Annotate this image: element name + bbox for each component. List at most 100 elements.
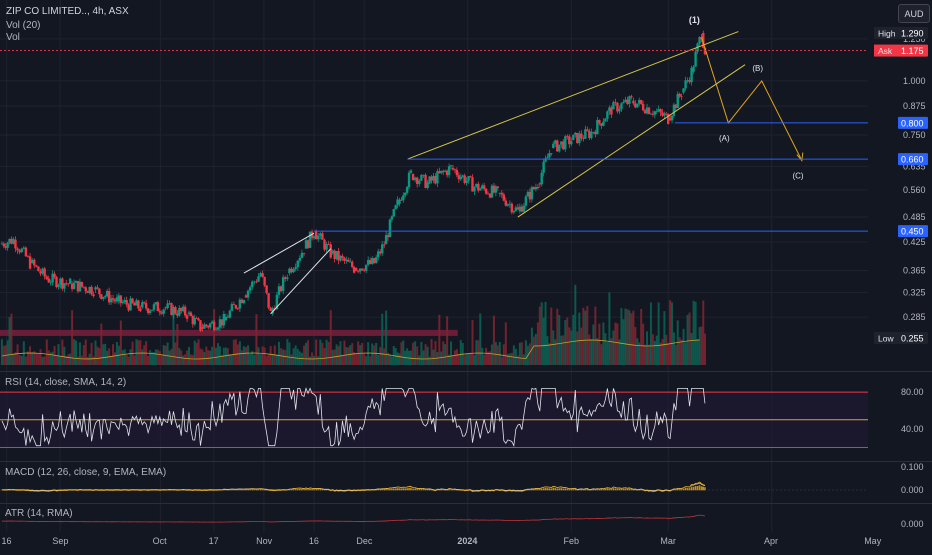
atr-legend[interactable]: ATR (14, RMA) bbox=[5, 508, 73, 519]
candle-body bbox=[120, 295, 122, 303]
volume-ma-legend[interactable]: Vol (20) bbox=[6, 20, 40, 31]
candle-body bbox=[391, 216, 393, 219]
candle-body bbox=[602, 122, 604, 126]
volume-bar bbox=[317, 356, 319, 365]
volume-bar bbox=[56, 355, 58, 365]
macd-histogram bbox=[552, 488, 554, 491]
candle-body bbox=[375, 257, 377, 263]
pane-separator[interactable] bbox=[0, 371, 932, 372]
candle-body bbox=[632, 101, 634, 104]
volume-bar bbox=[529, 343, 531, 365]
volume-bar bbox=[186, 351, 188, 365]
volume-bar bbox=[128, 357, 130, 365]
volume-bar bbox=[307, 340, 309, 365]
candle-body bbox=[365, 265, 367, 271]
macd-histogram bbox=[683, 489, 685, 491]
volume-bar bbox=[479, 313, 481, 365]
volume-bar bbox=[328, 342, 330, 365]
macd-histogram bbox=[416, 489, 418, 490]
volume-bar bbox=[422, 350, 424, 365]
macd-histogram bbox=[541, 489, 543, 491]
marker-value-label: 0.450 bbox=[901, 227, 924, 237]
candle-body bbox=[614, 102, 616, 103]
volume-bar bbox=[91, 343, 93, 365]
candle-body bbox=[297, 261, 299, 267]
candle-body bbox=[525, 197, 527, 206]
candle-body bbox=[48, 278, 50, 282]
volume-bar bbox=[586, 306, 588, 365]
macd-histogram bbox=[297, 489, 299, 490]
volume-bar bbox=[562, 335, 564, 365]
volume-bar bbox=[410, 351, 412, 365]
volume-bar bbox=[174, 343, 176, 365]
support-band bbox=[0, 330, 458, 336]
volume-bars bbox=[1, 285, 706, 365]
macd-histogram bbox=[301, 489, 303, 490]
candle-body bbox=[542, 162, 544, 173]
volume-bar bbox=[77, 357, 79, 365]
volume-bar bbox=[278, 342, 280, 365]
macd-histogram bbox=[254, 489, 256, 490]
candle-body bbox=[143, 302, 145, 303]
volume-bar bbox=[190, 354, 192, 365]
volume-bar bbox=[135, 339, 137, 365]
volume-bar bbox=[697, 339, 699, 365]
macd-histogram bbox=[547, 488, 549, 490]
volume-legend[interactable]: Vol bbox=[6, 32, 20, 43]
volume-bar bbox=[592, 325, 594, 365]
marker-value-label: 1.290 bbox=[901, 29, 924, 39]
volume-bar bbox=[578, 313, 580, 365]
candle-body bbox=[648, 108, 650, 114]
currency-button[interactable]: AUD bbox=[898, 4, 930, 23]
volume-bar bbox=[458, 354, 460, 365]
volume-bar bbox=[669, 300, 671, 365]
price-axis: 1.2501.0000.8750.7500.6350.5600.4850.425… bbox=[868, 0, 932, 550]
volume-bar bbox=[375, 343, 377, 365]
pane-separator[interactable] bbox=[0, 503, 932, 504]
candle-body bbox=[98, 289, 100, 295]
macd-legend[interactable]: MACD (12, 26, close, 9, EMA, EMA) bbox=[5, 467, 166, 478]
symbol-legend[interactable]: ZIP CO LIMITED.., 4h, ASX bbox=[6, 6, 129, 17]
rsi-legend[interactable]: RSI (14, close, SMA, 14, 2) bbox=[5, 377, 126, 388]
macd-histogram bbox=[299, 489, 301, 490]
candle-body bbox=[361, 269, 363, 271]
macd-histogram bbox=[677, 489, 679, 490]
marker-tag-label: High bbox=[878, 29, 896, 39]
candle-body bbox=[503, 194, 505, 200]
volume-bar bbox=[171, 349, 173, 365]
candle-body bbox=[408, 173, 410, 187]
wave-label: (A) bbox=[719, 134, 730, 143]
macd-histogram bbox=[550, 489, 552, 491]
candle-body bbox=[640, 100, 642, 104]
volume-bar bbox=[491, 345, 493, 365]
macd-histogram bbox=[554, 488, 556, 490]
volume-bar bbox=[554, 339, 556, 365]
projection-path bbox=[702, 37, 802, 160]
volume-bar bbox=[126, 355, 128, 365]
volume-bar bbox=[167, 343, 169, 365]
volume-bar bbox=[552, 330, 554, 365]
macd-histogram bbox=[539, 489, 541, 490]
candle-body bbox=[497, 186, 499, 187]
candle-body bbox=[301, 253, 303, 258]
volume-bar bbox=[521, 342, 523, 365]
candle-body bbox=[85, 287, 87, 291]
volume-bar bbox=[359, 345, 361, 365]
candle-body bbox=[286, 278, 288, 279]
volume-bar bbox=[636, 338, 638, 365]
time-tick-label: Apr bbox=[764, 536, 778, 546]
candle-body bbox=[483, 185, 485, 188]
volume-bar bbox=[644, 345, 646, 365]
pane-separator[interactable] bbox=[0, 461, 932, 462]
candle-body bbox=[194, 318, 196, 324]
volume-bar bbox=[330, 310, 332, 365]
candle-body bbox=[237, 308, 239, 309]
volume-bar bbox=[389, 354, 391, 365]
support-band-rect bbox=[0, 330, 458, 336]
volume-bar bbox=[511, 353, 513, 365]
candle-body bbox=[678, 94, 680, 96]
volume-bar bbox=[219, 346, 221, 365]
volume-bar bbox=[19, 355, 21, 365]
candle-body bbox=[612, 102, 614, 109]
